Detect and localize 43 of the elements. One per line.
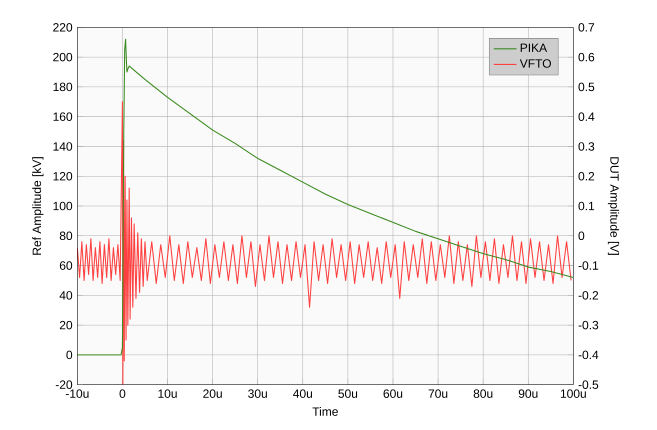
x-tick-label: 60u xyxy=(384,389,402,398)
legend-label: VFTO xyxy=(520,59,551,68)
x-tick-label: 0 xyxy=(120,389,126,398)
y2-tick-label: 0.7 xyxy=(578,23,594,32)
x-tick-label: 40u xyxy=(293,389,312,398)
y2-tick-label: -0.2 xyxy=(578,291,598,300)
x-tick-label: 20u xyxy=(203,389,222,398)
y-tick-label: 140 xyxy=(54,142,72,151)
x-tick-label: 50u xyxy=(338,389,358,398)
y-tick-label: 180 xyxy=(54,82,72,92)
x-tick-label: 30u xyxy=(248,389,267,398)
y-tick-label: 120 xyxy=(54,172,72,180)
x-tick-label: 10u xyxy=(158,389,177,398)
y-tick-label: 20 xyxy=(60,320,72,330)
y2-tick-label: -0.3 xyxy=(578,320,598,330)
y2-tick-label: 0.5 xyxy=(578,82,594,92)
x-axis-title: Time xyxy=(312,407,338,416)
y-tick-label: 40 xyxy=(60,291,72,300)
x-tick-label: 70u xyxy=(428,389,448,398)
x-tick-label: -10u xyxy=(66,389,89,398)
y2-axis-title: DUT Amplitude [V] xyxy=(608,157,620,255)
y2-tick-label: 0.3 xyxy=(578,142,594,151)
y2-tick-label: 0.1 xyxy=(578,202,594,210)
y-tick-label: 60 xyxy=(60,261,72,270)
y2-tick-label: -0.4 xyxy=(578,350,598,360)
x-tick-label: 80u xyxy=(474,389,492,398)
y-tick-label: 200 xyxy=(53,52,72,62)
y-tick-label: -20 xyxy=(56,380,72,389)
y2-tick-label: -0.5 xyxy=(578,380,598,389)
y-tick-label: 100 xyxy=(54,202,72,210)
y2-tick-label: 0.4 xyxy=(578,112,594,121)
y2-tick-label: 0.2 xyxy=(578,172,594,180)
y-tick-label: 160 xyxy=(54,112,72,121)
y-tick-label: 80 xyxy=(60,232,72,240)
x-tick-label: 90u xyxy=(518,389,538,398)
y-tick-label: 0 xyxy=(66,350,72,360)
y-tick-label: 220 xyxy=(53,23,72,32)
y2-tick-label: 0 xyxy=(578,232,584,240)
y-axis-title: Ref Amplitude [kV] xyxy=(32,157,44,255)
legend-label: PIKA xyxy=(520,44,548,52)
x-tick-label: 100u xyxy=(560,389,586,398)
y2-tick-label: -0.1 xyxy=(578,261,598,270)
y2-tick-label: 0.6 xyxy=(578,52,594,62)
